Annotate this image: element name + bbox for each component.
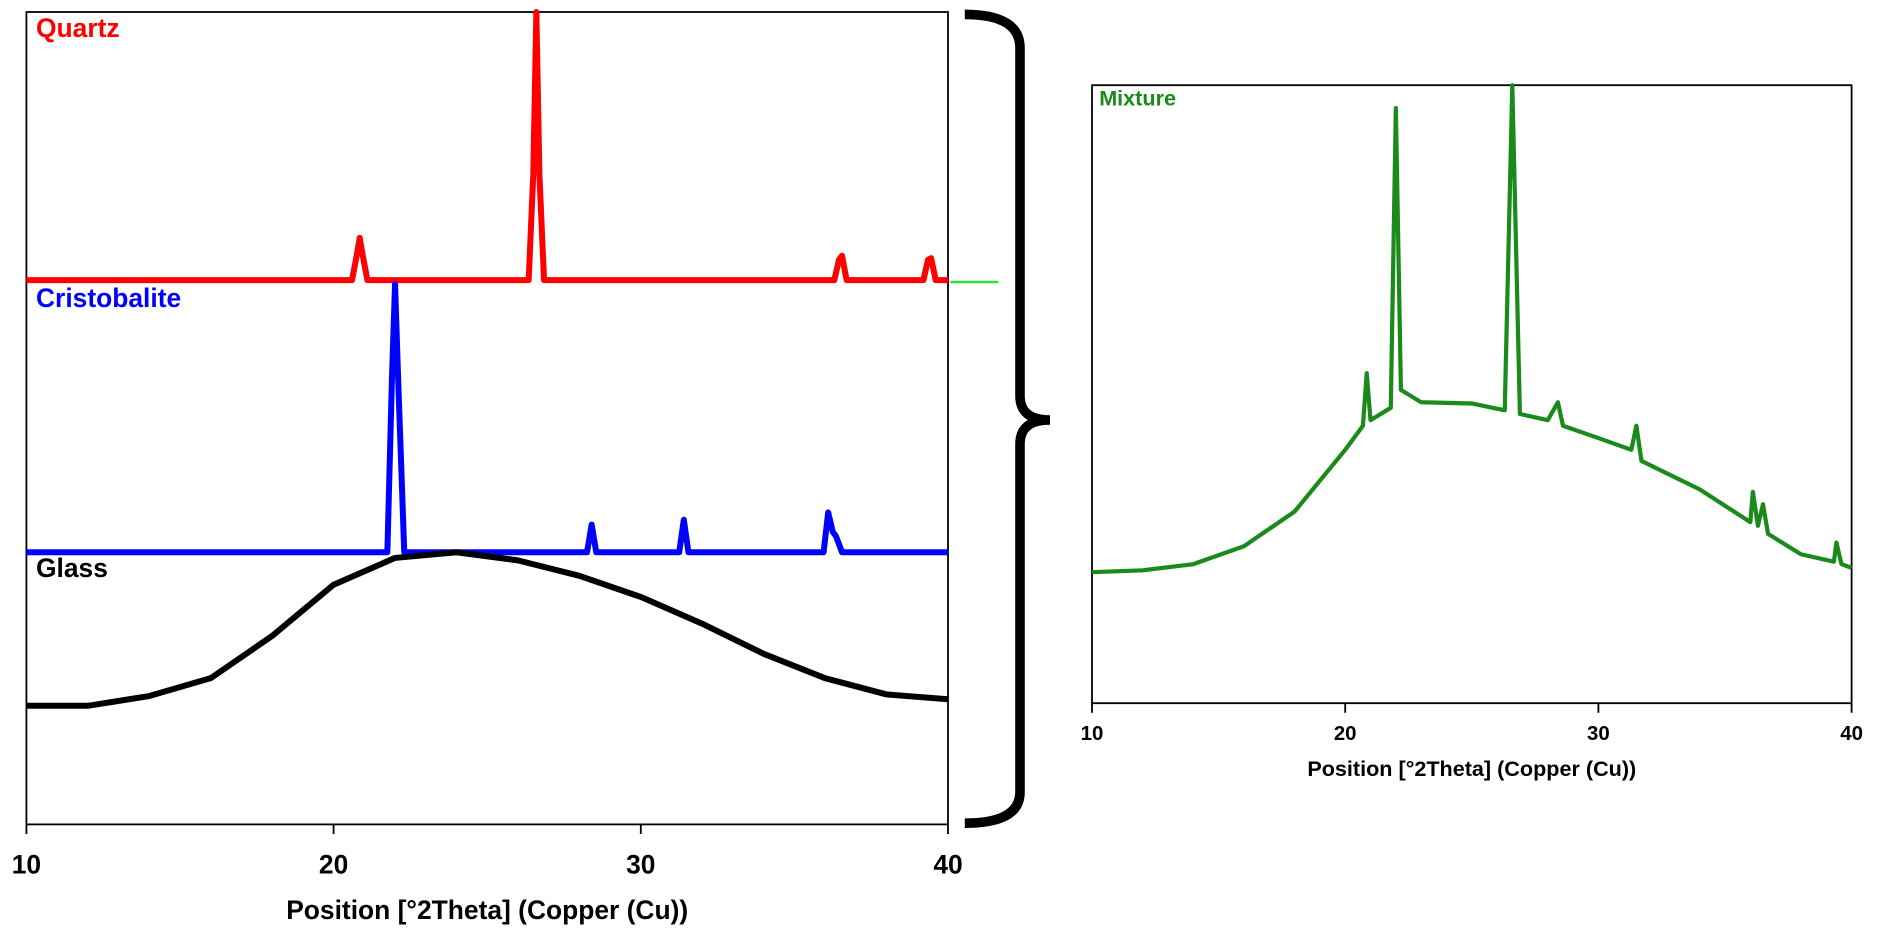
series-line <box>1091 83 1853 575</box>
x-axis-label: Position [°2Theta] (Copper (Cu)) <box>1307 756 1636 781</box>
x-tick-label: 20 <box>1334 723 1357 745</box>
brace <box>964 9 1051 829</box>
plot-frame <box>1091 84 1853 705</box>
x-tick-label: 30 <box>1587 723 1610 745</box>
x-tick-label: 10 <box>12 849 41 879</box>
x-axis-label: Position [°2Theta] (Copper (Cu)) <box>286 895 688 925</box>
x-tick-label: 40 <box>933 849 962 879</box>
series-line <box>26 9 949 284</box>
series-label: Cristobalite <box>36 283 181 313</box>
x-tick-label: 10 <box>1081 723 1104 745</box>
series-line <box>26 549 949 709</box>
plot-frame <box>25 11 949 826</box>
x-tick-label: 30 <box>626 849 655 879</box>
series-line <box>26 281 949 556</box>
x-tick-label: 20 <box>319 849 348 879</box>
series-label: Mixture <box>1099 85 1176 110</box>
series-label: Glass <box>36 553 108 583</box>
content: 10 20 30 40 Position [°2Theta] (Copper (Cu))… <box>12 9 1863 925</box>
x-tick-label: 40 <box>1840 723 1863 745</box>
series-label: Quartz <box>36 13 120 43</box>
